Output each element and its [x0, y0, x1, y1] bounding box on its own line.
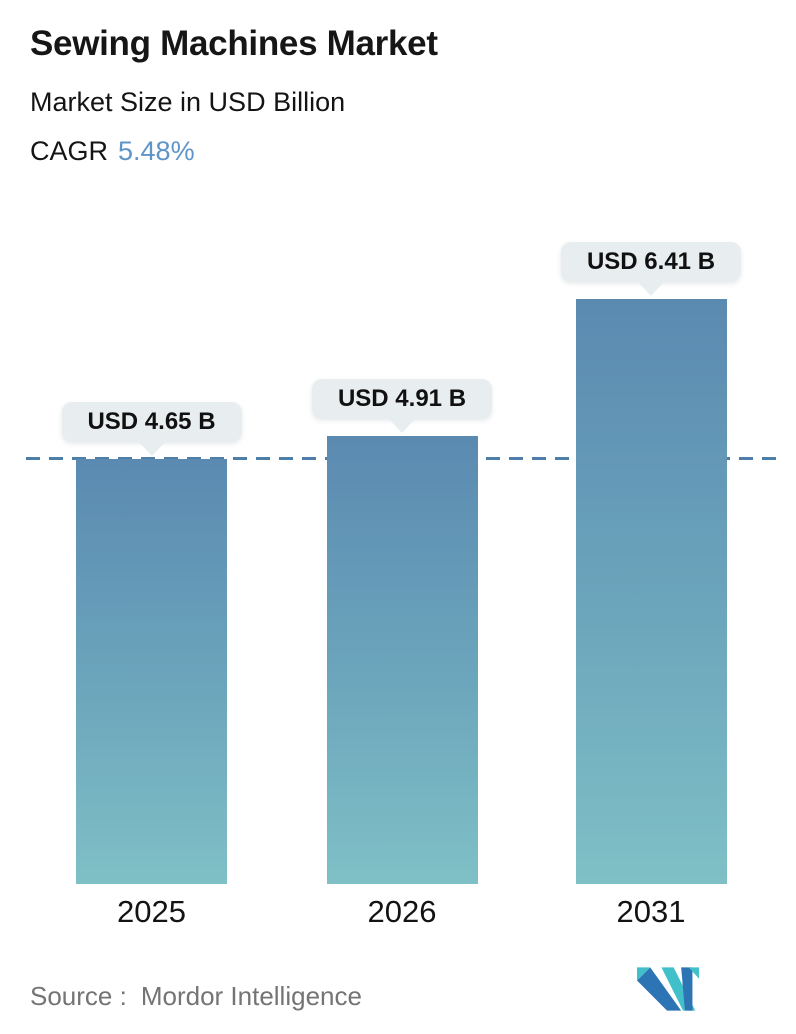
- source-label: Source :: [30, 981, 127, 1011]
- page-title: Sewing Machines Market: [30, 24, 438, 63]
- cagr-value: 5.48%: [118, 136, 195, 166]
- bar-2025: [76, 459, 227, 884]
- mordor-intelligence-logo-icon: [637, 967, 699, 1011]
- source-name: Mordor Intelligence: [140, 981, 362, 1011]
- source-attribution: Source : Mordor Intelligence: [30, 981, 362, 1012]
- value-bubble-2025: USD 4.65 B: [61, 402, 242, 443]
- bar-2026: [326, 435, 478, 884]
- cagr-label: CAGR: [30, 136, 109, 166]
- value-bubble-2026: USD 4.91 B: [311, 378, 493, 419]
- x-label-2025: 2025: [117, 894, 186, 929]
- chart-subtitle: Market Size in USD Billion: [30, 87, 346, 117]
- cagr-row: CAGR 5.48%: [30, 136, 195, 167]
- bar-2031: [575, 298, 727, 884]
- value-bubble-2031: USD 6.41 B: [560, 241, 742, 282]
- x-label-2031: 2031: [616, 894, 686, 929]
- x-label-2026: 2026: [367, 894, 437, 929]
